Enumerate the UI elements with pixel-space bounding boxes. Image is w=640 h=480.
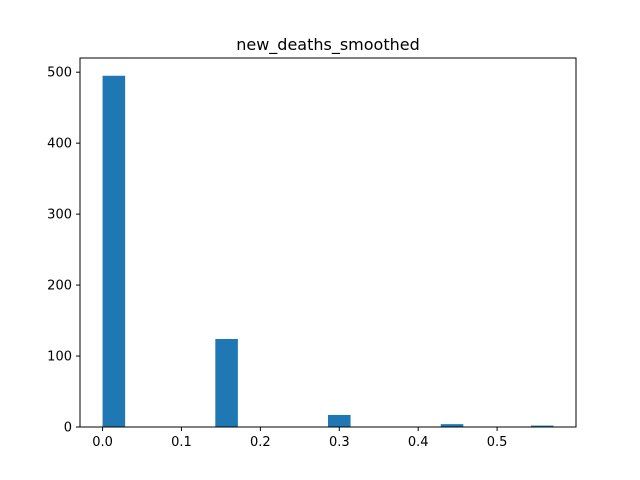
x-tick-label: 0.0 <box>92 435 113 450</box>
histogram-bar <box>530 425 554 427</box>
y-tick-label: 300 <box>47 208 72 223</box>
histogram-bar <box>102 75 126 428</box>
y-tick-label: 200 <box>47 279 72 294</box>
y-tick-label: 500 <box>47 66 72 81</box>
x-tick-label: 0.1 <box>171 435 192 450</box>
y-axis: 0 100 200 300 400 500 <box>47 66 80 436</box>
histogram-bar <box>440 424 464 427</box>
bars-group <box>102 75 554 428</box>
x-tick-label: 0.4 <box>408 435 429 450</box>
x-tick-label: 0.5 <box>487 435 508 450</box>
x-tick-label: 0.3 <box>329 435 350 450</box>
plot-frame <box>79 57 577 428</box>
y-tick-label: 100 <box>47 350 72 365</box>
x-axis: 0.0 0.1 0.2 0.3 0.4 0.5 <box>92 427 507 450</box>
x-tick-label: 0.2 <box>250 435 271 450</box>
chart-title: new_deaths_smoothed <box>236 35 420 55</box>
y-tick-label: 0 <box>64 421 72 436</box>
histogram-bar <box>328 414 351 427</box>
y-tick-label: 400 <box>47 137 72 152</box>
histogram-bar <box>215 339 238 427</box>
